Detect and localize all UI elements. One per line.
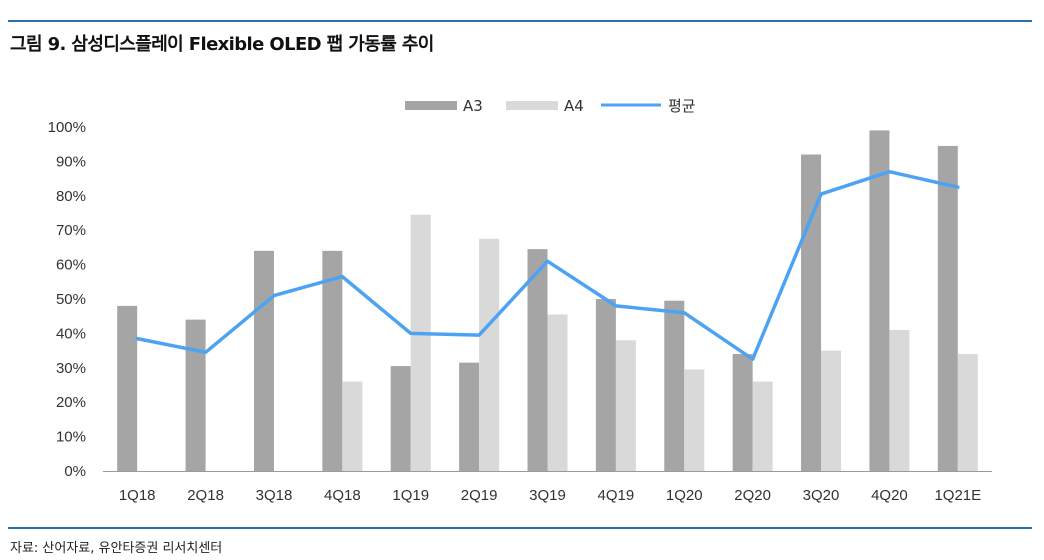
- bar-a4: [479, 238, 500, 471]
- x-tick-label: 2Q19: [461, 487, 498, 504]
- x-axis: 1Q18 2Q18 3Q18 4Q18 1Q19 2Q19 3Q19 4Q19 1Q20 2Q20…: [103, 471, 992, 504]
- x-tick-label: 2Q18: [187, 487, 224, 504]
- legend-label-2: 평균: [668, 97, 696, 115]
- y-tick-label: 80%: [56, 188, 86, 205]
- bar-a4: [684, 369, 705, 471]
- bar-a4: [615, 340, 636, 471]
- source-note: 자료: 산어자료, 유안타증권 리서치센터: [10, 541, 223, 556]
- bar-a4: [821, 350, 842, 471]
- y-tick-label: 60%: [56, 257, 86, 274]
- legend: A3 A4 평균: [405, 97, 696, 115]
- y-tick-label: 90%: [56, 153, 86, 170]
- bar-a3: [937, 145, 958, 472]
- x-tick-label: 4Q19: [598, 487, 635, 504]
- legend-swatch-a4: [506, 101, 558, 110]
- chart: A3 A4 평균 0% 10% 20% 30% 40% 50% 60% 70% 80% 90% 100%…: [48, 97, 992, 504]
- legend-label-0: A3: [463, 97, 483, 115]
- x-tick-label: 4Q20: [871, 487, 908, 504]
- x-tick-label: 3Q19: [529, 487, 566, 504]
- bar-a3: [732, 354, 753, 471]
- bar-a3: [595, 299, 616, 471]
- bar-a3: [322, 250, 343, 471]
- bars: [117, 130, 978, 472]
- bar-a3: [117, 305, 138, 471]
- bar-a4: [410, 214, 431, 471]
- average-line: [135, 169, 960, 361]
- bar-a3: [869, 130, 890, 471]
- y-tick-label: 50%: [56, 291, 86, 308]
- x-tick-label: 1Q20: [666, 487, 703, 504]
- x-tick-label: 1Q19: [392, 487, 429, 504]
- figure-title: 그림 9. 삼성디스플레이 Flexible OLED 팹 가동률 추이: [10, 34, 434, 55]
- bar-a4: [889, 329, 910, 471]
- x-tick-label: 4Q18: [324, 487, 361, 504]
- legend-swatch-a3: [405, 101, 457, 110]
- bar-a3: [253, 250, 274, 471]
- bottom-rule: [8, 527, 1032, 529]
- bar-a3: [664, 300, 685, 471]
- x-tick-label: 3Q20: [803, 487, 840, 504]
- bar-a4: [957, 354, 978, 471]
- bar-a3: [390, 366, 411, 471]
- y-tick-label: 0%: [64, 463, 86, 480]
- bar-a3: [185, 319, 206, 471]
- y-tick-label: 40%: [56, 325, 86, 342]
- legend-label-1: A4: [564, 97, 584, 115]
- bar-a3: [527, 249, 548, 471]
- top-rule: [8, 20, 1032, 22]
- avg-line-path: [135, 169, 960, 361]
- y-tick-label: 30%: [56, 360, 86, 377]
- x-tick-label: 3Q18: [256, 487, 293, 504]
- x-tick-label: 1Q21E: [934, 487, 981, 504]
- x-tick-label: 1Q18: [119, 487, 156, 504]
- bar-a4: [752, 381, 773, 471]
- x-tick-label: 2Q20: [734, 487, 771, 504]
- y-tick-label: 20%: [56, 394, 86, 411]
- bar-a4: [547, 314, 568, 471]
- bar-a4: [342, 381, 363, 471]
- y-tick-label: 100%: [48, 119, 86, 136]
- y-axis: 0% 10% 20% 30% 40% 50% 60% 70% 80% 90% 100%: [48, 119, 86, 480]
- bar-a3: [459, 362, 480, 471]
- y-tick-label: 10%: [56, 429, 86, 446]
- y-tick-label: 70%: [56, 222, 86, 239]
